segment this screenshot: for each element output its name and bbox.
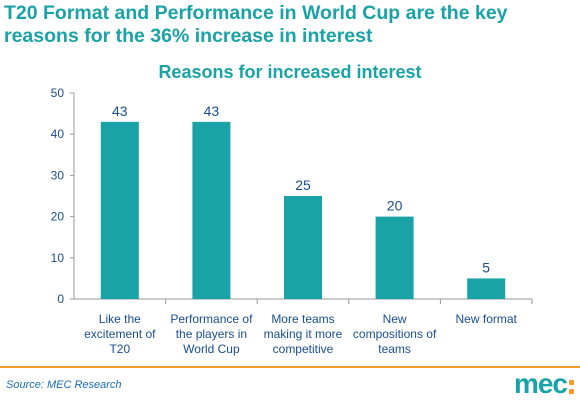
y-tick-label: 20 <box>51 210 65 224</box>
logo-text: mec <box>513 368 568 399</box>
bar <box>467 278 506 299</box>
y-tick-label: 30 <box>51 168 65 182</box>
category-label: More teams <box>271 312 334 326</box>
category-label: excitement of <box>84 327 156 341</box>
y-tick-label: 40 <box>51 127 65 141</box>
data-label: 43 <box>204 103 220 119</box>
logo-dot <box>569 380 574 385</box>
data-label: 43 <box>112 103 128 119</box>
chart-title: Reasons for increased interest <box>158 62 422 82</box>
category-label: teams <box>378 342 411 356</box>
data-label: 20 <box>387 198 403 214</box>
source-note: Source: MEC Research <box>6 379 122 391</box>
category-label: the players in <box>176 327 247 341</box>
bar <box>375 216 414 299</box>
category-label: New format <box>456 312 518 326</box>
category-label: Performance of <box>170 312 253 326</box>
logo-dot <box>569 389 574 394</box>
headline: T20 Format and Performance in World Cup … <box>4 2 508 47</box>
category-label: compositions of <box>353 327 437 341</box>
data-label: 5 <box>482 259 490 275</box>
category-label: T20 <box>109 342 130 356</box>
footer-divider <box>0 366 580 368</box>
category-label: Like the <box>99 312 141 326</box>
bar <box>100 121 139 299</box>
category-label: World Cup <box>183 342 240 356</box>
category-label: New <box>383 312 407 326</box>
category-label: competitive <box>273 342 334 356</box>
y-tick-label: 10 <box>51 251 65 265</box>
logo-dots <box>569 374 574 394</box>
y-tick-label: 0 <box>57 292 64 306</box>
data-label: 25 <box>295 177 311 193</box>
bar <box>192 121 231 299</box>
mec-logo: mec <box>514 370 574 398</box>
y-tick-label: 50 <box>51 86 65 100</box>
category-label: making it more <box>264 327 343 341</box>
bar <box>284 196 322 299</box>
